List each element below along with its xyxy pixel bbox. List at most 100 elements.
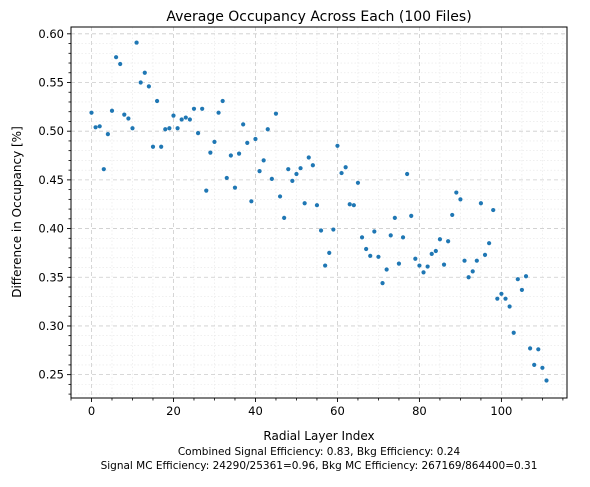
x-tick-label: 100 [490, 404, 512, 418]
data-point [359, 235, 365, 240]
data-point [236, 151, 242, 156]
data-point [175, 126, 180, 131]
data-point [179, 117, 184, 122]
data-point [421, 270, 426, 275]
data-point [355, 180, 361, 185]
footer-line-1: Combined Signal Efficiency: 0.83, Bkg Ef… [178, 446, 461, 458]
y-tick-label: 0.55 [38, 76, 64, 90]
data-point [273, 111, 279, 116]
data-point [257, 169, 262, 174]
x-tick-label: 0 [88, 404, 95, 418]
data-point [392, 215, 397, 220]
data-point [384, 267, 389, 272]
data-point [462, 258, 467, 263]
data-point [253, 136, 258, 142]
data-point [364, 246, 369, 252]
data-point [429, 251, 434, 256]
data-point [224, 175, 229, 181]
data-point [532, 362, 537, 367]
y-tick-label: 0.60 [38, 27, 64, 41]
data-point [511, 330, 516, 335]
data-point [499, 291, 504, 296]
data-point [306, 155, 311, 160]
data-point [126, 116, 131, 121]
data-point [441, 262, 447, 267]
data-point [368, 253, 373, 258]
data-point [109, 108, 115, 113]
data-point [277, 194, 283, 199]
data-point [323, 263, 328, 268]
y-axis-ticks: 0.25 0.30 0.35 0.40 0.45 0.50 0.55 0.60 [38, 27, 71, 395]
data-point [343, 165, 348, 170]
data-point [482, 252, 488, 257]
data-point [282, 215, 287, 220]
data-point [187, 117, 192, 122]
y-tick-label: 0.30 [38, 319, 64, 333]
data-point [159, 144, 164, 149]
data-point [503, 296, 508, 301]
data-point [122, 112, 127, 117]
data-point [487, 241, 492, 246]
data-point [302, 201, 307, 206]
data-point [191, 106, 197, 111]
data-point [437, 237, 443, 242]
footer-line-2: Signal MC Efficiency: 24290/25361=0.96, … [101, 460, 538, 472]
data-point [335, 143, 340, 148]
data-point [204, 188, 209, 193]
data-point [105, 132, 110, 137]
data-point [425, 264, 430, 269]
data-point [314, 203, 320, 208]
data-point [241, 122, 246, 127]
data-point [470, 269, 475, 274]
major-grid [71, 27, 567, 398]
data-point [269, 176, 274, 182]
data-point [195, 131, 201, 136]
data-point [347, 202, 352, 207]
data-point [138, 80, 143, 85]
data-point [208, 150, 213, 155]
x-tick-label: 80 [412, 404, 427, 418]
data-point [331, 227, 336, 232]
data-point [474, 258, 479, 263]
data-point [540, 365, 545, 370]
data-point [388, 233, 393, 238]
data-point [249, 199, 254, 204]
data-point [200, 106, 205, 111]
data-point [318, 228, 324, 233]
data-point [544, 378, 549, 383]
data-point [142, 70, 147, 75]
data-point [146, 84, 151, 89]
minor-grid [70, 27, 567, 398]
data-point [528, 346, 533, 351]
data-point [265, 127, 270, 132]
data-point [372, 229, 377, 234]
data-point [245, 140, 250, 145]
data-point [154, 98, 160, 104]
data-point [290, 178, 295, 183]
data-point [433, 248, 438, 254]
y-axis-label: Difference in Occupancy [%] [10, 126, 24, 298]
data-point [450, 212, 455, 218]
x-tick-label: 40 [248, 404, 263, 418]
data-point [220, 98, 225, 104]
x-tick-label: 60 [330, 404, 345, 418]
data-point [183, 115, 188, 120]
data-point [495, 296, 500, 301]
data-point [113, 55, 119, 60]
data-point [519, 287, 525, 293]
data-point [458, 197, 463, 202]
data-point [101, 167, 106, 172]
data-point [93, 125, 98, 130]
data-point [409, 213, 414, 219]
data-point [351, 203, 356, 208]
data-point [376, 254, 381, 259]
data-point [466, 275, 471, 280]
chart-title: Average Occupancy Across Each (100 Files… [166, 9, 471, 25]
data-point [298, 166, 303, 171]
data-point [523, 274, 529, 279]
plot-area [71, 27, 567, 398]
x-axis-label: Radial Layer Index [263, 429, 374, 443]
data-point [405, 171, 410, 177]
data-point [446, 239, 451, 244]
